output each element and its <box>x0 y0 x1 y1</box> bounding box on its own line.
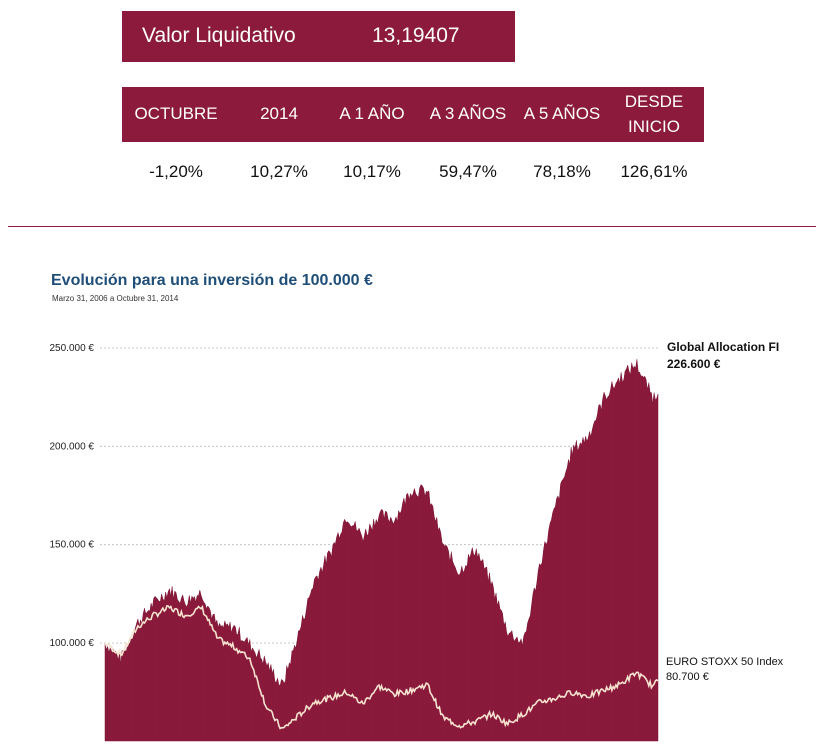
nav-label: Valor Liquidativo <box>142 24 296 47</box>
benchmark-name: EURO STOXX 50 Index <box>666 656 784 668</box>
benchmark-line-series <box>104 604 659 730</box>
benchmark-end-value: 80.700 € <box>666 671 709 684</box>
y-tick-label: 150.000 € <box>50 540 95 551</box>
return-value: 126,61% <box>620 162 688 181</box>
return-value: 78,18% <box>533 162 591 181</box>
returns-header-cell: A 5 AÑOS <box>523 104 601 124</box>
returns-header-cell: A 3 AÑOS <box>429 104 507 124</box>
returns-header-cell: A 1 AÑO <box>339 104 405 124</box>
y-tick-label: 200.000 € <box>50 441 95 452</box>
y-tick-label: 250.000 € <box>50 343 95 354</box>
section-divider <box>8 226 816 227</box>
fund-series-label: Global Allocation FI 226.600 € <box>667 339 779 373</box>
nav-box: Valor Liquidativo 13,19407 <box>122 11 515 62</box>
returns-header-cell: 2014 <box>260 104 298 124</box>
returns-header: OCTUBRE 2014 A 1 AÑO A 3 AÑOS A 5 AÑOS D… <box>122 87 704 142</box>
return-value: -1,20% <box>149 162 203 181</box>
fund-end-value: 226.600 € <box>667 356 721 371</box>
chart-subtitle: Marzo 31, 2006 a Octubre 31, 2014 <box>52 294 179 303</box>
nav-value: 13,19407 <box>372 24 460 47</box>
chart-title: Evolución para una inversión de 100.000 … <box>51 272 373 289</box>
return-value: 10,27% <box>250 162 308 181</box>
y-tick-label: 100.000 € <box>50 638 95 649</box>
benchmark-series-label: EURO STOXX 50 Index 80.700 € <box>666 655 783 686</box>
returns-header-cell: DESDE INICIO <box>624 91 684 136</box>
return-value: 59,47% <box>439 162 497 181</box>
return-value: 10,17% <box>343 162 401 181</box>
returns-header-cell: OCTUBRE <box>134 104 218 124</box>
fund-name: Global Allocation FI <box>667 340 780 354</box>
returns-values: -1,20% 10,27% 10,17% 59,47% 78,18% 126,6… <box>122 158 704 186</box>
fund-area-series <box>104 359 659 742</box>
